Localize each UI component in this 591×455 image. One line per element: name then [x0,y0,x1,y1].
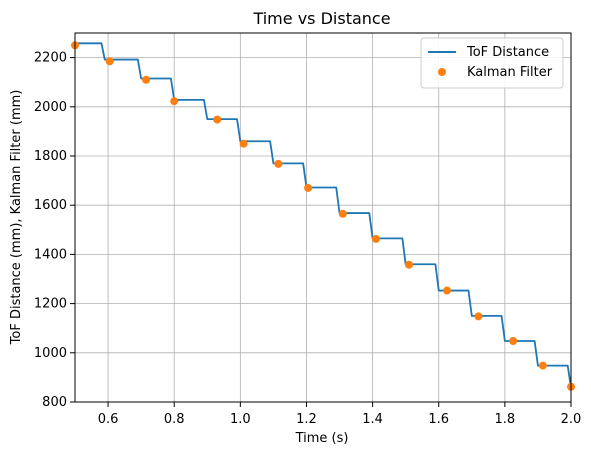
y-tick-label-5: 1800 [34,149,67,164]
legend: ToF Distance Kalman Filter [420,37,564,89]
kalman-point-4 [213,115,222,124]
x-tick-label-0: 0.6 [98,412,119,427]
y-axis-label: ToF Distance (mm), Kalman Filter (mm) [9,90,24,346]
kalman-point-5 [239,139,248,148]
y-tick-label-2: 1200 [34,297,67,312]
x-tick-label-1: 0.8 [164,412,185,427]
chart-title: Time vs Distance [252,9,390,28]
y-tick-label-0: 800 [42,395,67,410]
kalman-point-9 [371,234,380,243]
legend-tof-label: ToF Distance [466,45,549,60]
x-tick-label-5: 1.6 [428,412,449,427]
kalman-point-13 [509,336,518,345]
x-tick-label-2: 1.0 [230,412,251,427]
kalman-point-3 [170,97,179,106]
y-tick-label-1: 1000 [34,346,67,361]
kalman-point-12 [474,312,483,321]
y-tick-label-7: 2200 [34,51,67,66]
series-layer [71,41,575,391]
y-tick-label-4: 1600 [34,198,67,213]
legend-kalman-marker [438,68,446,76]
kalman-point-8 [338,209,347,218]
series-tof-distance-line [74,42,572,389]
kalman-point-1 [105,57,114,66]
kalman-point-11 [443,286,451,295]
x-axis-label: Time (s) [295,431,349,446]
y-tick-label-6: 2000 [34,100,67,115]
kalman-point-10 [404,260,413,269]
kalman-point-6 [274,159,283,168]
legend-kalman-label: Kalman Filter [467,65,553,80]
x-tick-label-7: 2.0 [561,412,582,427]
y-tick-label-3: 1400 [34,247,67,262]
plot-frame [74,32,572,403]
x-tick-label-6: 1.8 [495,412,516,427]
x-tick-label-4: 1.4 [362,412,383,427]
kalman-point-14 [538,361,547,370]
kalman-point-2 [142,75,151,84]
legend-box [420,37,564,89]
kalman-point-7 [304,183,313,192]
axis-layer: 0.6 0.8 1.0 1.2 1.4 1.6 1.8 2.0 800 1000 1200 1400 1… [34,32,582,427]
x-tick-label-3: 1.2 [296,412,317,427]
grid-layer [75,33,572,403]
